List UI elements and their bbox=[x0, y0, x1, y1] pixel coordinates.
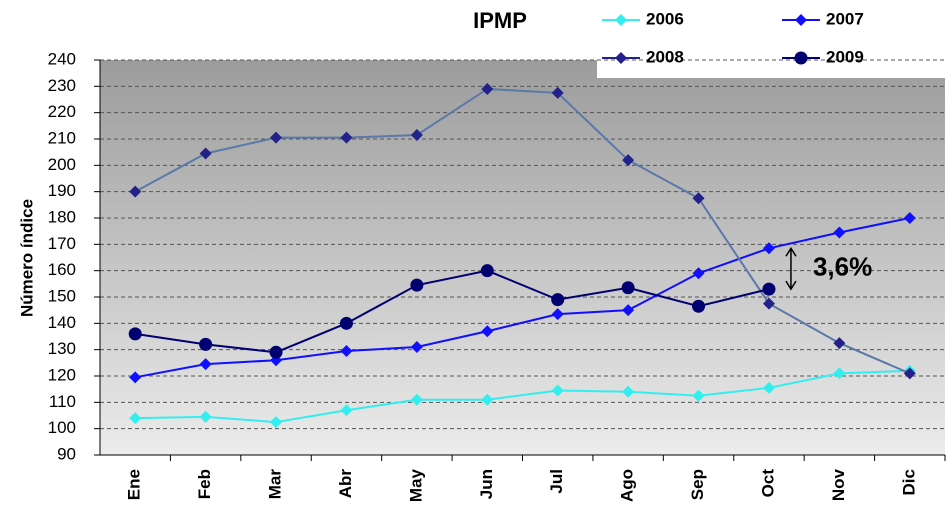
marker bbox=[833, 367, 846, 380]
marker bbox=[199, 337, 213, 351]
y-tick-label: 170 bbox=[48, 234, 76, 253]
marker bbox=[199, 410, 212, 423]
marker bbox=[410, 393, 423, 406]
series-line bbox=[135, 369, 910, 424]
y-tick-label: 90 bbox=[57, 444, 76, 463]
y-tick-label: 160 bbox=[48, 260, 76, 279]
marker bbox=[340, 404, 353, 417]
x-tick-label: Mar bbox=[266, 469, 285, 500]
marker bbox=[692, 389, 705, 402]
x-tick-label: Dic bbox=[899, 469, 918, 495]
x-tick-label: Jun bbox=[477, 469, 496, 499]
marker bbox=[903, 212, 916, 224]
marker bbox=[551, 86, 564, 99]
marker bbox=[129, 185, 142, 198]
marker bbox=[551, 308, 564, 321]
marker bbox=[128, 327, 142, 341]
marker bbox=[410, 129, 423, 142]
x-tick-label: Oct bbox=[758, 469, 777, 498]
y-tick-label: 120 bbox=[48, 365, 76, 384]
marker bbox=[794, 51, 808, 65]
y-tick-label: 130 bbox=[48, 339, 76, 358]
annotation: 3,6% bbox=[813, 252, 872, 282]
y-tick-label: 210 bbox=[48, 128, 76, 147]
marker bbox=[615, 52, 627, 64]
marker bbox=[762, 381, 775, 394]
y-axis-label: Número índice bbox=[17, 199, 36, 317]
marker bbox=[615, 14, 627, 26]
marker bbox=[339, 316, 353, 330]
series-line bbox=[134, 87, 911, 375]
marker bbox=[340, 344, 353, 357]
marker bbox=[269, 345, 283, 359]
series-line bbox=[135, 269, 770, 354]
x-tick-label: Jul bbox=[547, 469, 566, 494]
legend-label: 2008 bbox=[646, 47, 684, 66]
marker bbox=[481, 325, 494, 338]
marker bbox=[129, 412, 142, 425]
x-tick-label: May bbox=[406, 468, 425, 502]
legend-label: 2007 bbox=[826, 9, 864, 28]
marker bbox=[795, 14, 807, 26]
marker bbox=[551, 384, 564, 397]
y-tick-label: 220 bbox=[48, 102, 76, 121]
x-tick-label: Abr bbox=[336, 469, 355, 499]
marker bbox=[481, 393, 494, 406]
marker bbox=[903, 367, 916, 380]
chart-title: IPMP bbox=[473, 8, 527, 33]
marker bbox=[621, 281, 635, 295]
marker bbox=[199, 147, 212, 160]
y-tick-label: 240 bbox=[48, 49, 76, 68]
y-tick-label: 100 bbox=[48, 418, 76, 437]
legend-label: 2009 bbox=[826, 47, 864, 66]
plot-area bbox=[100, 60, 945, 455]
marker bbox=[622, 154, 635, 167]
marker bbox=[762, 282, 776, 296]
marker bbox=[480, 264, 494, 278]
marker bbox=[833, 226, 846, 239]
y-tick-label: 150 bbox=[48, 286, 76, 305]
annotation-arrow bbox=[785, 246, 797, 291]
x-tick-label: Ene bbox=[125, 469, 144, 500]
y-tick-label: 200 bbox=[48, 155, 76, 174]
marker bbox=[270, 131, 283, 144]
x-tick-label: Feb bbox=[195, 469, 214, 499]
marker bbox=[199, 358, 212, 371]
series-line bbox=[135, 217, 910, 379]
marker bbox=[410, 278, 424, 292]
marker bbox=[692, 267, 705, 280]
x-tick-label: Sep bbox=[688, 469, 707, 500]
marker bbox=[622, 385, 635, 398]
y-tick-label: 180 bbox=[48, 207, 76, 226]
y-tick-label: 190 bbox=[48, 181, 76, 200]
marker bbox=[410, 341, 423, 354]
y-tick-label: 230 bbox=[48, 76, 76, 95]
marker bbox=[833, 337, 846, 350]
marker bbox=[481, 82, 494, 95]
marker bbox=[692, 299, 706, 313]
x-tick-label: Nov bbox=[829, 468, 848, 501]
marker bbox=[270, 416, 283, 429]
y-tick-label: 110 bbox=[49, 392, 76, 411]
marker bbox=[622, 304, 635, 317]
marker bbox=[762, 242, 775, 255]
x-tick-label: Ago bbox=[618, 469, 637, 502]
marker bbox=[340, 131, 353, 144]
marker bbox=[129, 371, 142, 384]
marker bbox=[692, 192, 705, 205]
marker bbox=[551, 293, 565, 307]
legend-box bbox=[597, 0, 951, 78]
marker bbox=[762, 297, 775, 310]
legend-label: 2006 bbox=[646, 9, 684, 28]
y-tick-label: 140 bbox=[48, 313, 76, 332]
